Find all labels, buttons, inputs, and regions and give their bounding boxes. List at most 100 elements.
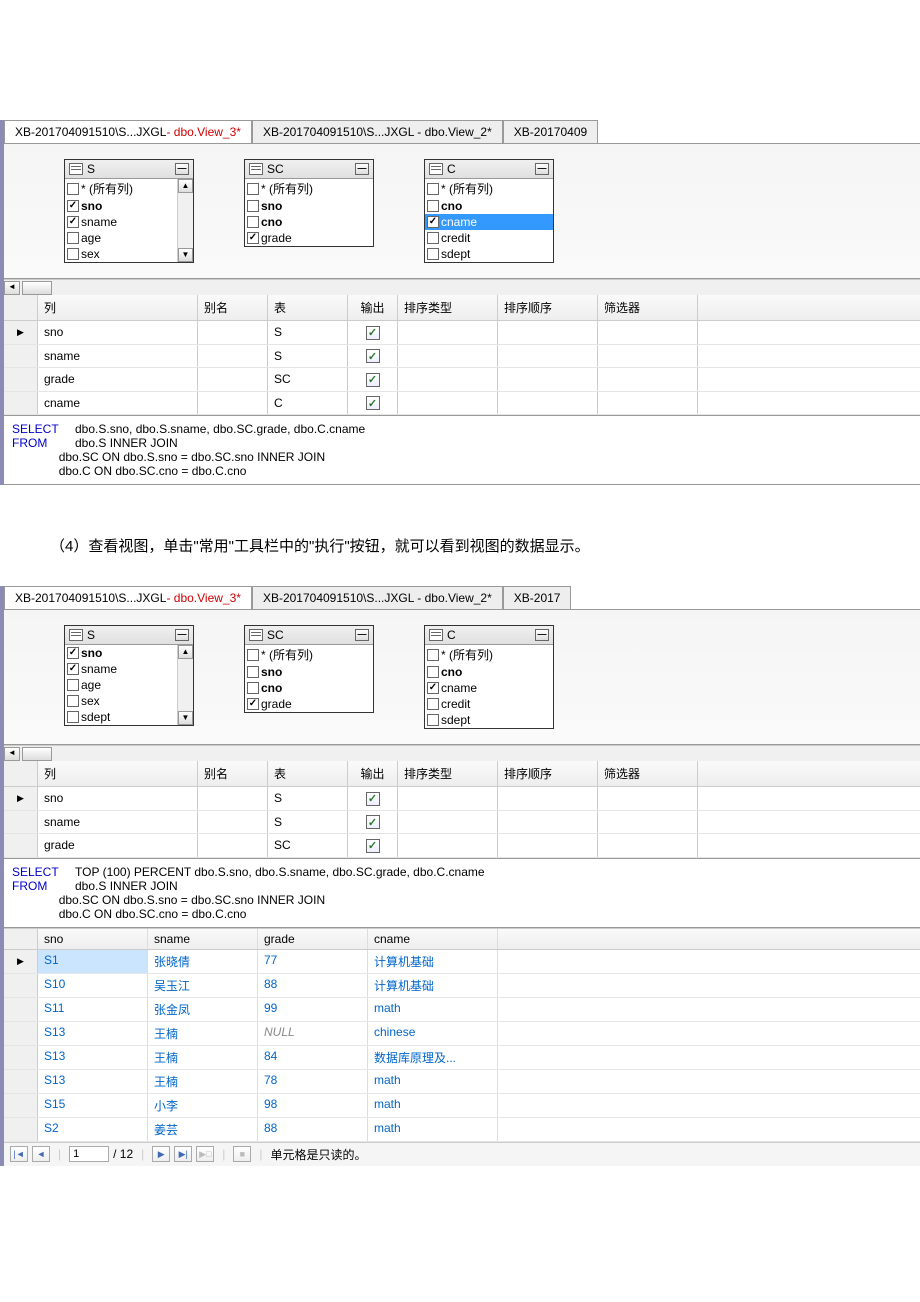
result-row[interactable]: S15 小李 98 math <box>4 1094 920 1118</box>
row-selector[interactable] <box>4 345 38 368</box>
row-selector[interactable] <box>4 1022 38 1045</box>
minimize-icon[interactable]: — <box>535 163 549 175</box>
tab-view3[interactable]: XB-201704091510\S...JXGL - dbo.View_3* <box>4 120 252 143</box>
crit-column[interactable]: sname <box>38 811 198 834</box>
row-selector[interactable] <box>4 834 38 857</box>
nav-position[interactable] <box>69 1146 109 1162</box>
checkbox-icon[interactable] <box>247 698 259 710</box>
row-selector[interactable] <box>4 950 38 973</box>
column-item[interactable]: * (所有列) <box>65 179 193 198</box>
checkbox-icon[interactable] <box>427 248 439 260</box>
diagram-pane[interactable]: S—snosnameagesexsdept▲▼ SC—* (所有列)snocno… <box>4 610 920 745</box>
output-checkbox[interactable] <box>366 396 380 410</box>
checkbox-icon[interactable] <box>427 216 439 228</box>
cell-grade[interactable]: 99 <box>258 998 368 1021</box>
minimize-icon[interactable]: — <box>175 163 189 175</box>
row-selector[interactable] <box>4 974 38 997</box>
output-checkbox[interactable] <box>366 349 380 363</box>
scroll-thumb[interactable] <box>22 281 52 295</box>
table-s[interactable]: S—* (所有列)snosnameagesex▲▼ <box>64 159 194 263</box>
nav-prev[interactable]: ◄ <box>32 1146 50 1162</box>
output-checkbox[interactable] <box>366 326 380 340</box>
column-item[interactable]: cname <box>425 214 553 230</box>
column-item[interactable]: age <box>65 677 193 693</box>
cell-grade[interactable]: 78 <box>258 1070 368 1093</box>
column-item[interactable]: * (所有列) <box>425 179 553 198</box>
cell-sno[interactable]: S10 <box>38 974 148 997</box>
crit-sorttype[interactable] <box>398 811 498 834</box>
checkbox-icon[interactable] <box>67 647 79 659</box>
column-item[interactable]: sno <box>245 198 373 214</box>
diagram-hscroll[interactable]: ◄ <box>4 279 920 295</box>
crit-filter[interactable] <box>598 392 698 415</box>
crit-alias[interactable] <box>198 321 268 344</box>
result-row[interactable]: S11 张金凤 99 math <box>4 998 920 1022</box>
cell-cname[interactable]: math <box>368 1094 498 1117</box>
crit-table[interactable]: S <box>268 811 348 834</box>
cell-grade[interactable]: 77 <box>258 950 368 973</box>
column-item[interactable]: cno <box>245 214 373 230</box>
crit-filter[interactable] <box>598 834 698 857</box>
cell-cname[interactable]: math <box>368 1070 498 1093</box>
crit-alias[interactable] <box>198 368 268 391</box>
output-checkbox[interactable] <box>366 839 380 853</box>
cell-grade[interactable]: NULL <box>258 1022 368 1045</box>
checkbox-icon[interactable] <box>247 649 259 661</box>
row-selector[interactable] <box>4 368 38 391</box>
column-item[interactable]: * (所有列) <box>245 645 373 664</box>
table-sc[interactable]: SC—* (所有列)snocnograde <box>244 159 374 247</box>
output-checkbox[interactable] <box>366 815 380 829</box>
result-row[interactable]: S13 王楠 78 math <box>4 1070 920 1094</box>
checkbox-icon[interactable] <box>427 698 439 710</box>
minimize-icon[interactable]: — <box>535 629 549 641</box>
crit-column[interactable]: grade <box>38 834 198 857</box>
result-row[interactable]: S13 王楠 84 数据库原理及... <box>4 1046 920 1070</box>
cell-sname[interactable]: 王楠 <box>148 1070 258 1093</box>
scroll-left[interactable]: ◄ <box>4 747 20 761</box>
crit-output[interactable] <box>348 392 398 415</box>
row-selector[interactable] <box>4 1118 38 1141</box>
crit-sortorder[interactable] <box>498 345 598 368</box>
checkbox-icon[interactable] <box>247 216 259 228</box>
column-item[interactable]: grade <box>245 696 373 712</box>
crit-output[interactable] <box>348 787 398 810</box>
crit-sorttype[interactable] <box>398 787 498 810</box>
checkbox-icon[interactable] <box>67 695 79 707</box>
crit-table[interactable]: SC <box>268 368 348 391</box>
crit-sorttype[interactable] <box>398 392 498 415</box>
crit-filter[interactable] <box>598 321 698 344</box>
checkbox-icon[interactable] <box>427 649 439 661</box>
scroll-down[interactable]: ▼ <box>178 711 193 725</box>
crit-sortorder[interactable] <box>498 321 598 344</box>
cell-cname[interactable]: 计算机基础 <box>368 974 498 997</box>
crit-table[interactable]: S <box>268 321 348 344</box>
sql-pane[interactable]: SELECTdbo.S.sno, dbo.S.sname, dbo.SC.gra… <box>4 416 920 485</box>
crit-alias[interactable] <box>198 345 268 368</box>
checkbox-icon[interactable] <box>67 183 79 195</box>
crit-sortorder[interactable] <box>498 368 598 391</box>
column-item[interactable]: sdept <box>65 709 193 725</box>
checkbox-icon[interactable] <box>67 663 79 675</box>
cell-grade[interactable]: 88 <box>258 974 368 997</box>
nav-first[interactable]: |◄ <box>10 1146 28 1162</box>
crit-sorttype[interactable] <box>398 834 498 857</box>
column-item[interactable]: grade <box>245 230 373 246</box>
scroll-up[interactable]: ▲ <box>178 179 193 193</box>
cell-sname[interactable]: 吴玉江 <box>148 974 258 997</box>
tab-view2[interactable]: XB-201704091510\S...JXGL - dbo.View_2* <box>252 586 503 609</box>
result-row[interactable]: S2 姜芸 88 math <box>4 1118 920 1142</box>
row-selector[interactable] <box>4 811 38 834</box>
minimize-icon[interactable]: — <box>355 163 369 175</box>
cell-sno[interactable]: S15 <box>38 1094 148 1117</box>
column-item[interactable]: sdept <box>425 246 553 262</box>
crit-column[interactable]: grade <box>38 368 198 391</box>
checkbox-icon[interactable] <box>427 183 439 195</box>
row-selector[interactable] <box>4 321 38 344</box>
output-checkbox[interactable] <box>366 792 380 806</box>
cell-cname[interactable]: 计算机基础 <box>368 950 498 973</box>
diagram-pane[interactable]: S—* (所有列)snosnameagesex▲▼ SC—* (所有列)snoc… <box>4 144 920 279</box>
cell-cname[interactable]: 数据库原理及... <box>368 1046 498 1069</box>
result-row[interactable]: S13 王楠 NULL chinese <box>4 1022 920 1046</box>
column-item[interactable]: sex <box>65 246 193 262</box>
checkbox-icon[interactable] <box>247 200 259 212</box>
